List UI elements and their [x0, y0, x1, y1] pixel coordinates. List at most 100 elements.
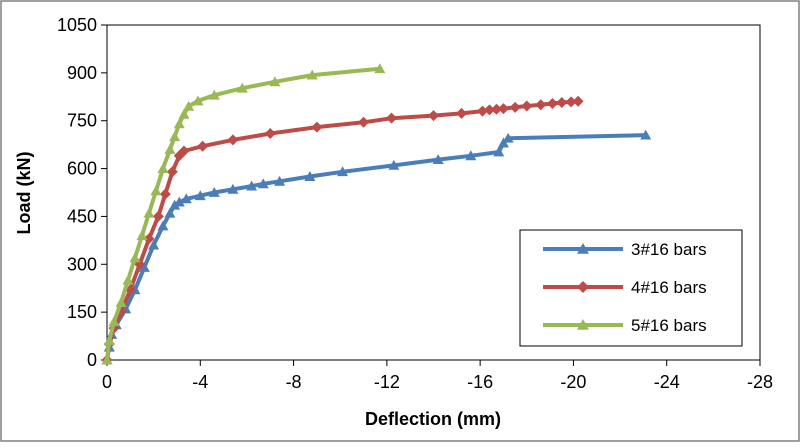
data-point: [455, 107, 467, 119]
data-point: [490, 103, 502, 115]
data-point: [386, 112, 398, 124]
data-point: [164, 143, 176, 154]
data-point: [521, 100, 533, 112]
y-tick-label: 150: [67, 302, 97, 322]
plot-frame: [106, 24, 761, 361]
data-point: [432, 154, 444, 165]
data-point: [173, 196, 185, 207]
data-point: [169, 131, 181, 142]
y-tick-label: 0: [87, 350, 97, 370]
data-point: [311, 121, 323, 133]
legend-label: 4#16 bars: [631, 278, 707, 297]
data-point: [493, 146, 505, 157]
data-point: [166, 166, 178, 178]
data-point: [269, 76, 281, 87]
x-tick-label: -12: [374, 372, 400, 392]
data-point: [208, 187, 220, 197]
data-point: [565, 96, 577, 108]
data-point: [150, 185, 162, 196]
series-line: [105, 133, 646, 361]
y-axis: 0 150 300 450 600 750 900 1050: [57, 15, 107, 370]
data-point: [157, 220, 169, 231]
data-point: [483, 104, 495, 116]
data-point: [535, 99, 547, 111]
y-tick-label: 1050: [57, 15, 97, 35]
data-point: [246, 180, 258, 191]
y-tick-label: 900: [67, 63, 97, 83]
data-point: [556, 97, 568, 109]
data-point: [236, 82, 248, 93]
data-point: [337, 166, 349, 177]
x-tick-label: -24: [654, 372, 680, 392]
data-point: [274, 175, 286, 186]
data-point: [227, 183, 239, 194]
data-point: [208, 89, 220, 100]
legend: 3#16 bars 4#16 bars 5#16 bars: [519, 229, 743, 347]
data-point: [306, 69, 318, 80]
data-point: [577, 281, 589, 293]
data-point: [129, 252, 141, 263]
legend-label: 5#16 bars: [631, 316, 707, 335]
data-point: [115, 297, 127, 307]
data-point: [173, 118, 185, 129]
legend-label: 3#16 bars: [631, 240, 707, 259]
data-point: [257, 178, 269, 189]
data-point: [159, 188, 171, 200]
data-point: [157, 163, 169, 173]
data-point: [497, 103, 509, 115]
series-layer: [101, 63, 652, 366]
data-point: [169, 199, 181, 210]
data-point: [148, 239, 160, 250]
data-point: [101, 354, 113, 365]
data-point: [388, 159, 400, 170]
x-tick-label: -20: [560, 372, 586, 392]
data-point: [194, 190, 206, 201]
data-point: [164, 207, 176, 218]
y-tick-label: 750: [67, 111, 97, 131]
data-point: [178, 108, 190, 119]
x-tick-label: -28: [747, 372, 773, 392]
x-tick-label: -4: [192, 372, 208, 392]
series-5-16-bars: [101, 63, 386, 365]
data-point: [640, 129, 652, 140]
data-point: [138, 261, 150, 272]
series-4-16-bars: [101, 95, 584, 366]
x-axis: 0 -4 -8 -12 -16 -20 -24 -28: [102, 360, 773, 392]
data-point: [304, 171, 316, 181]
data-point: [178, 145, 190, 157]
data-point: [264, 127, 276, 139]
data-point: [183, 100, 195, 111]
data-point: [465, 150, 477, 161]
y-axis-title: Load (kN): [14, 151, 34, 234]
plot-area: [106, 24, 761, 361]
data-point: [143, 233, 155, 245]
data-point: [122, 274, 134, 285]
data-point: [180, 193, 192, 204]
data-point: [502, 132, 514, 143]
data-point: [509, 101, 521, 113]
x-tick-label: -8: [286, 372, 302, 392]
data-point: [136, 230, 148, 240]
data-point: [197, 140, 209, 152]
data-point: [108, 316, 120, 327]
data-point: [476, 105, 488, 117]
data-point: [152, 210, 164, 222]
data-point: [227, 134, 239, 146]
x-tick-label: 0: [102, 372, 112, 392]
data-point: [192, 95, 204, 106]
x-tick-label: -16: [467, 372, 493, 392]
data-point: [546, 97, 558, 109]
data-point: [577, 243, 589, 254]
data-point: [572, 95, 584, 107]
data-point: [428, 110, 439, 122]
x-axis-title: Deflection (mm): [365, 409, 501, 429]
data-point: [374, 63, 386, 74]
y-tick-label: 600: [67, 159, 97, 179]
data-point: [143, 207, 155, 218]
y-tick-label: 300: [67, 254, 97, 274]
data-point: [103, 335, 115, 346]
y-tick-label: 450: [67, 206, 97, 226]
